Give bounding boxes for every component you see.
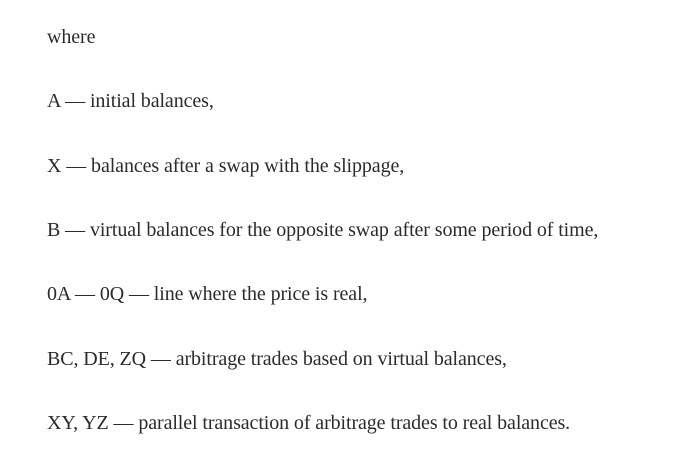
- definition-b: B — virtual balances for the opposite sw…: [47, 219, 599, 241]
- definition-0a-0q: 0A — 0Q — line where the price is real,: [47, 283, 368, 305]
- definition-xy-yz: XY, YZ — parallel transaction of arbitra…: [47, 412, 571, 434]
- intro-word: where: [47, 26, 96, 48]
- definition-x: X — balances after a swap with the slipp…: [47, 155, 405, 177]
- definition-bc-de-zq: BC, DE, ZQ — arbitrage trades based on v…: [47, 348, 507, 370]
- definition-a: A — initial balances,: [47, 90, 214, 112]
